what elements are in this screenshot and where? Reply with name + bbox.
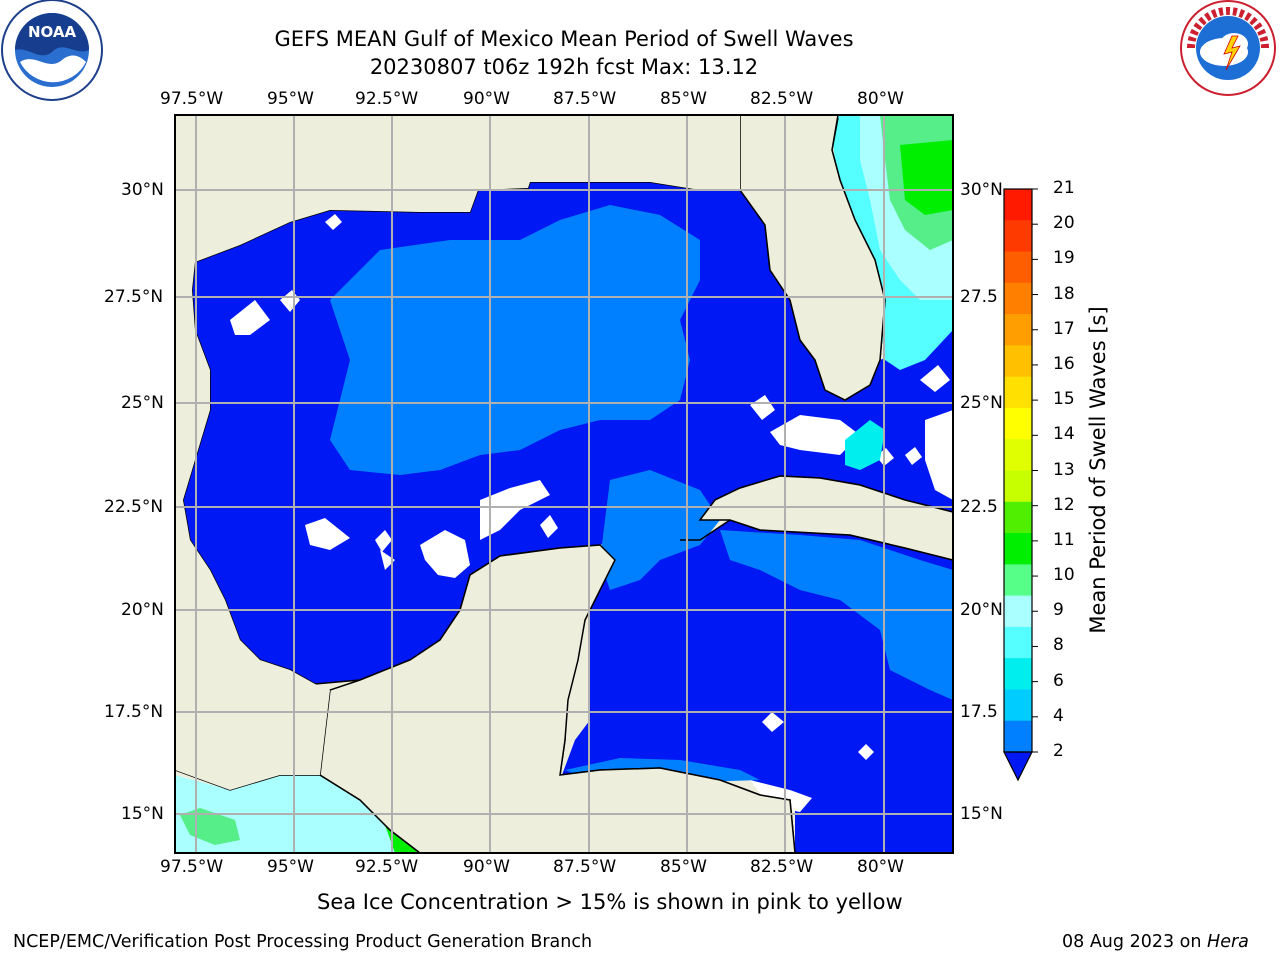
- colorbar-band: [1004, 189, 1032, 221]
- swell-patch-caribbean: [720, 530, 953, 700]
- lon-label-top: 87.5°W: [553, 89, 617, 109]
- lon-label-bottom: 80°W: [857, 857, 904, 877]
- lon-label-bottom: 90°W: [463, 857, 510, 877]
- colorbar-tick-label: 11: [1053, 529, 1075, 550]
- colorbar-tick-label: 4: [1053, 705, 1064, 726]
- lon-label-bottom: 97.5°W: [160, 857, 224, 877]
- lat-label-left: 27.5°N: [104, 287, 164, 307]
- colorbar-tick-label: 6: [1053, 670, 1064, 691]
- colorbar-label: Mean Period of Swell Waves [s]: [1086, 306, 1110, 634]
- footer-credit: NCEP/EMC/Verification Post Processing Pr…: [13, 932, 593, 952]
- colorbar-frame: [1003, 188, 1033, 753]
- lon-label-top: 85°W: [660, 89, 707, 109]
- colorbar-tick-label: 10: [1053, 565, 1075, 586]
- colorbar-band: [1004, 282, 1032, 315]
- colorbar-tick-label: 18: [1053, 283, 1075, 304]
- colorbar-extend-arrow: [1003, 751, 1033, 782]
- atlantic-swell-green: [900, 140, 953, 215]
- colorbar-band: [1004, 251, 1032, 284]
- colorbar-band: [1004, 595, 1032, 628]
- lat-label-left: 15°N: [121, 804, 164, 824]
- colorbar-band: [1004, 345, 1032, 378]
- noaa-logo: NOAA: [1, 0, 103, 101]
- colorbar-tick-label: 2: [1053, 741, 1064, 761]
- map-title: GEFS MEAN Gulf of Mexico Mean Period of …: [274, 27, 854, 51]
- footer-date: 08 Aug 2023 on Hera: [1062, 932, 1249, 952]
- colorbar-band: [1004, 376, 1032, 409]
- swell-patch-central: [330, 205, 700, 475]
- footer-date-text: 08 Aug 2023 on: [1062, 932, 1208, 952]
- colorbar-band: [1004, 626, 1032, 659]
- colorbar-ticks: [1032, 188, 1038, 753]
- colorbar-band: [1004, 689, 1032, 722]
- colorbar-band: [1004, 564, 1032, 597]
- lon-label-top: 82.5°W: [750, 89, 814, 109]
- colorbar-tick-label: 15: [1053, 389, 1075, 410]
- lat-label-right: 15°N: [960, 804, 1003, 824]
- lon-label-bottom: 92.5°W: [355, 857, 419, 877]
- colorbar: [1003, 188, 1038, 782]
- missing-data-patches: [230, 214, 953, 812]
- colorbar-tick-label: 8: [1053, 635, 1064, 656]
- lat-label-left: 30°N: [121, 180, 164, 200]
- colorbar-tick-label: 12: [1053, 494, 1075, 515]
- lon-label-top: 97.5°W: [160, 89, 224, 109]
- footer-machine: Hera: [1207, 932, 1249, 952]
- colorbar-band: [1004, 439, 1032, 471]
- lat-label-right: 17.5: [960, 702, 998, 722]
- lon-label-top: 92.5°W: [355, 89, 419, 109]
- nws-logo: [1180, 0, 1276, 96]
- colorbar-band: [1004, 720, 1032, 753]
- florida-land: [739, 115, 886, 401]
- lat-label-left: 25°N: [121, 393, 164, 413]
- lat-label-left: 20°N: [121, 600, 164, 620]
- noaa-wordmark: NOAA: [28, 23, 77, 41]
- colorbar-band: [1004, 533, 1032, 565]
- colorbar-tick-label: 21: [1053, 178, 1075, 198]
- lat-label-left: 22.5°N: [104, 497, 164, 517]
- lon-label-bottom: 85°W: [660, 857, 707, 877]
- colorbar-tick-label: 16: [1053, 353, 1075, 374]
- sea-ice-note: Sea Ice Concentration > 15% is shown in …: [317, 890, 903, 914]
- lon-label-bottom: 87.5°W: [553, 857, 617, 877]
- lon-label-top: 80°W: [857, 89, 904, 109]
- graticule: [175, 115, 953, 853]
- lat-label-right: 22.5: [960, 497, 998, 517]
- lat-label-left: 17.5°N: [104, 702, 164, 722]
- mexico-land: [175, 262, 330, 790]
- colorbar-band: [1004, 220, 1032, 253]
- swell-patch-yucatan: [600, 470, 720, 590]
- lon-label-top: 90°W: [463, 89, 510, 109]
- straits-swell-cyan: [845, 420, 885, 470]
- colorbar-tick-label: 14: [1053, 424, 1075, 445]
- map-frame: [174, 114, 954, 854]
- lat-label-right: 30°N: [960, 180, 1003, 200]
- lon-label-bottom: 82.5°W: [750, 857, 814, 877]
- colorbar-band: [1004, 501, 1032, 534]
- colorbar-tick-label: 17: [1053, 318, 1075, 339]
- lat-label-right: 27.5: [960, 287, 998, 307]
- lon-label-top: 95°W: [267, 89, 314, 109]
- lat-label-right: 20°N: [960, 600, 1003, 620]
- colorbar-band: [1004, 658, 1032, 690]
- colorbar-band: [1004, 314, 1032, 346]
- colorbar-band: [1004, 470, 1032, 503]
- map-subtitle: 20230807 t06z 192h fcst Max: 13.12: [369, 55, 759, 79]
- yucatan-land: [319, 544, 796, 853]
- lat-label-right: 25°N: [960, 393, 1003, 413]
- colorbar-band: [1004, 407, 1032, 440]
- colorbar-bands: [1004, 189, 1032, 753]
- colorbar-tick-label: 9: [1053, 600, 1064, 621]
- us-land: [175, 115, 740, 262]
- colorbar-tick-label: 13: [1053, 459, 1075, 480]
- colorbar-tick-label: 19: [1053, 248, 1075, 269]
- colorbar-tick-label: 20: [1053, 213, 1075, 234]
- lon-label-bottom: 95°W: [267, 857, 314, 877]
